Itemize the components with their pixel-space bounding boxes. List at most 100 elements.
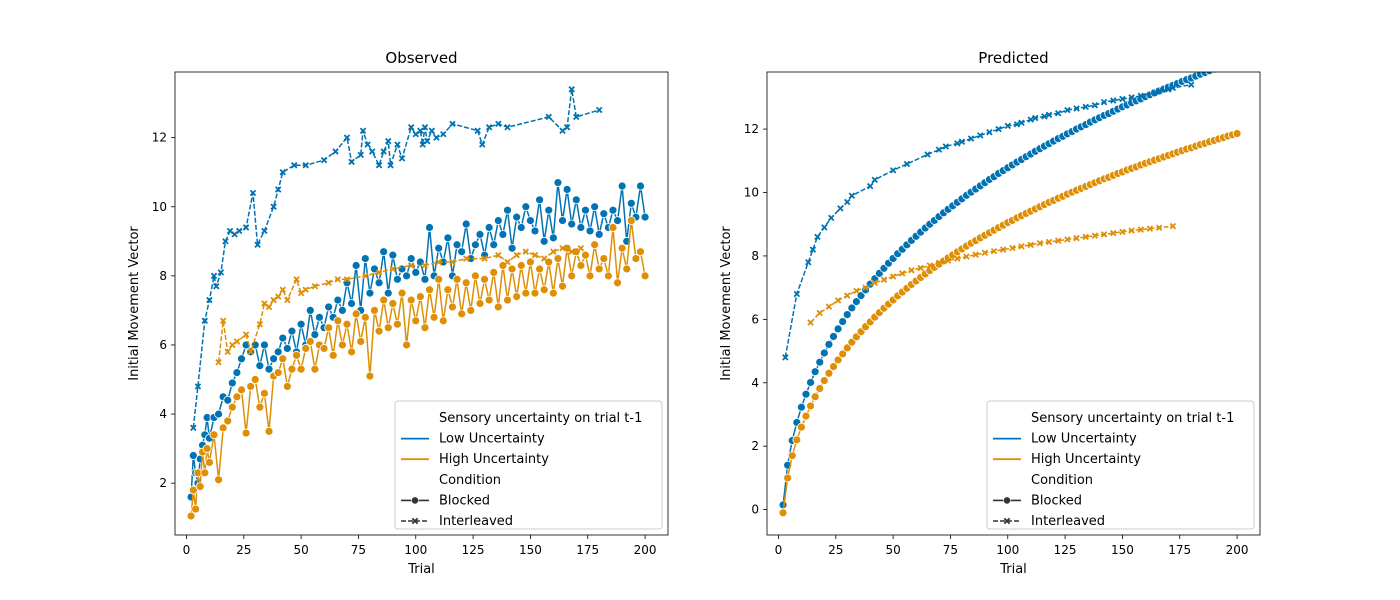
data-point (1151, 89, 1158, 96)
data-point (279, 168, 287, 176)
data-point (449, 120, 456, 128)
data-point (493, 302, 503, 312)
data-point (568, 86, 575, 93)
data-point (370, 306, 379, 315)
data-point (1110, 229, 1117, 237)
data-point (393, 274, 402, 284)
data-point (375, 162, 383, 169)
data-point (1205, 72, 1214, 76)
plot-area (778, 57, 1242, 518)
data-point (1110, 97, 1117, 104)
data-point (880, 276, 888, 283)
legend-entry-interleaved: Interleaved (1031, 514, 1105, 529)
series-high-uncertainty-blocked (186, 216, 650, 521)
data-point (622, 264, 632, 274)
data-point (540, 255, 548, 262)
data-point (613, 216, 622, 225)
data-point (273, 368, 283, 378)
data-point (814, 233, 821, 241)
data-point (219, 317, 227, 325)
data-point (282, 344, 292, 353)
data-point (553, 254, 563, 263)
data-point (1045, 238, 1053, 246)
data-point (254, 241, 261, 248)
series-high-uncertainty-blocked (778, 129, 1242, 518)
data-point (1155, 224, 1163, 231)
y-axis-label: Initial Movement Vector (127, 226, 142, 381)
data-point (594, 229, 604, 239)
data-point (581, 205, 590, 215)
data-point (1137, 92, 1144, 100)
data-point (364, 141, 371, 148)
data-point (512, 292, 522, 301)
y-tick-label: 6 (751, 312, 759, 326)
data-point (530, 226, 540, 236)
data-point (250, 375, 260, 384)
x-tick-label: 25 (236, 543, 251, 557)
data-point (856, 291, 866, 300)
data-point (265, 303, 273, 311)
data-point (1224, 60, 1232, 68)
data-point (246, 382, 256, 391)
data-point (1119, 228, 1126, 236)
data-point (247, 348, 254, 356)
data-point (305, 306, 315, 315)
data-point (526, 257, 535, 267)
data-point (479, 141, 486, 148)
data-point (1119, 95, 1126, 103)
y-tick-label: 2 (751, 439, 759, 453)
data-point (562, 185, 572, 194)
data-point (526, 216, 535, 225)
data-point (871, 279, 879, 287)
data-point (356, 337, 366, 346)
data-point (809, 246, 817, 253)
data-point (365, 288, 375, 298)
data-point (498, 229, 508, 239)
data-point (548, 288, 558, 298)
data-point (448, 302, 457, 312)
data-point (421, 262, 429, 269)
series-line (810, 225, 1173, 324)
data-point (406, 295, 416, 305)
data-point (215, 359, 222, 366)
data-point (237, 354, 246, 364)
data-point (1233, 57, 1241, 65)
data-point (214, 475, 223, 485)
data-point (495, 251, 502, 259)
data-point (462, 255, 470, 262)
data-point (449, 258, 456, 266)
data-point (402, 340, 411, 350)
data-point (1054, 109, 1062, 117)
data-point (963, 253, 970, 260)
data-point (787, 451, 797, 461)
data-point (397, 288, 407, 298)
x-tick-label: 175 (576, 543, 599, 557)
legend-marker-interleaved (1003, 517, 1011, 525)
data-point (310, 364, 320, 374)
data-point (577, 244, 585, 252)
data-point (334, 276, 342, 283)
y-tick-label: 6 (159, 338, 167, 352)
data-point (315, 312, 324, 322)
data-point (293, 276, 300, 283)
data-point (967, 135, 975, 142)
data-point (242, 331, 250, 338)
y-tick-label: 12 (744, 122, 759, 136)
data-point (521, 288, 531, 298)
data-point (201, 317, 209, 325)
chart-panel-2: Predicted 0 25 50 75 100 125 150 175 200 0 2 4 6 8 10 12… (719, 49, 1261, 577)
data-point (347, 347, 356, 357)
data-point (222, 238, 229, 245)
data-point (255, 361, 265, 371)
data-point (838, 349, 848, 359)
data-point (834, 297, 842, 304)
data-point (284, 296, 291, 304)
data-point (337, 306, 347, 315)
data-point (333, 316, 343, 326)
data-point (1232, 129, 1242, 138)
data-point (530, 288, 540, 298)
data-point (1064, 106, 1071, 114)
data-point (827, 214, 835, 222)
data-point (360, 254, 370, 263)
legend-style-title: Condition (439, 473, 501, 488)
